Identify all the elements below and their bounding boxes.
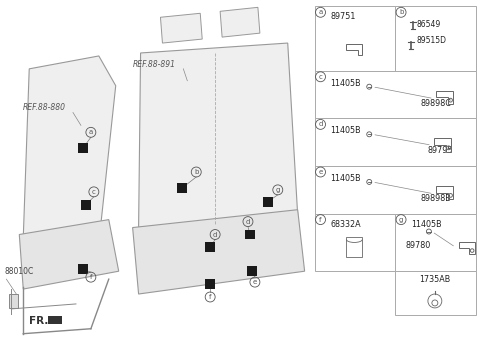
Bar — [178, 183, 187, 193]
Text: f: f — [209, 294, 211, 300]
Text: 11405B: 11405B — [330, 126, 361, 135]
Bar — [247, 266, 257, 276]
Bar — [78, 264, 88, 274]
Bar — [263, 197, 273, 207]
Text: g: g — [276, 187, 280, 193]
Polygon shape — [19, 220, 119, 289]
Text: e: e — [253, 279, 257, 285]
Text: e: e — [318, 169, 323, 175]
Text: 89898C: 89898C — [421, 99, 452, 108]
Text: b: b — [194, 169, 198, 175]
Bar — [78, 143, 88, 153]
Text: b: b — [399, 9, 403, 15]
Bar — [314, 214, 395, 271]
Text: 89898B: 89898B — [421, 194, 452, 203]
Bar — [245, 229, 255, 239]
Text: g: g — [399, 217, 403, 222]
Text: 89780: 89780 — [405, 242, 430, 251]
Text: f: f — [319, 217, 322, 222]
Bar — [395, 214, 476, 271]
Text: 11405B: 11405B — [411, 220, 442, 229]
Bar — [9, 294, 18, 308]
Bar — [314, 166, 476, 214]
Polygon shape — [132, 210, 305, 294]
Bar — [314, 6, 395, 71]
Polygon shape — [139, 43, 298, 228]
Text: d: d — [318, 121, 323, 127]
Text: d: d — [213, 231, 217, 237]
Bar — [205, 279, 215, 289]
Polygon shape — [48, 316, 62, 324]
Bar — [314, 118, 476, 166]
Text: 86549: 86549 — [417, 20, 441, 29]
Bar — [347, 237, 362, 257]
Polygon shape — [220, 7, 260, 37]
Bar — [395, 6, 476, 71]
Text: 68332A: 68332A — [330, 220, 361, 229]
Text: 11405B: 11405B — [330, 79, 361, 88]
Polygon shape — [23, 56, 116, 237]
Text: REF.88-891: REF.88-891 — [132, 60, 176, 69]
Text: 89515D: 89515D — [417, 36, 447, 45]
Text: 88010C: 88010C — [4, 267, 34, 276]
Text: d: d — [246, 219, 250, 225]
Text: 89795: 89795 — [428, 146, 454, 155]
Text: 1735AB: 1735AB — [419, 275, 451, 284]
Text: c: c — [319, 74, 323, 80]
Bar — [395, 271, 476, 315]
Polygon shape — [160, 13, 202, 43]
Text: c: c — [92, 189, 96, 195]
Bar — [205, 243, 215, 252]
Bar — [314, 71, 476, 118]
Text: 89751: 89751 — [330, 12, 356, 21]
Text: f: f — [90, 274, 92, 280]
Text: a: a — [89, 129, 93, 135]
Bar — [81, 200, 91, 210]
Text: FR.: FR. — [29, 316, 48, 326]
Text: a: a — [318, 9, 323, 15]
Text: 11405B: 11405B — [330, 174, 361, 183]
Text: REF.88-880: REF.88-880 — [23, 103, 66, 112]
